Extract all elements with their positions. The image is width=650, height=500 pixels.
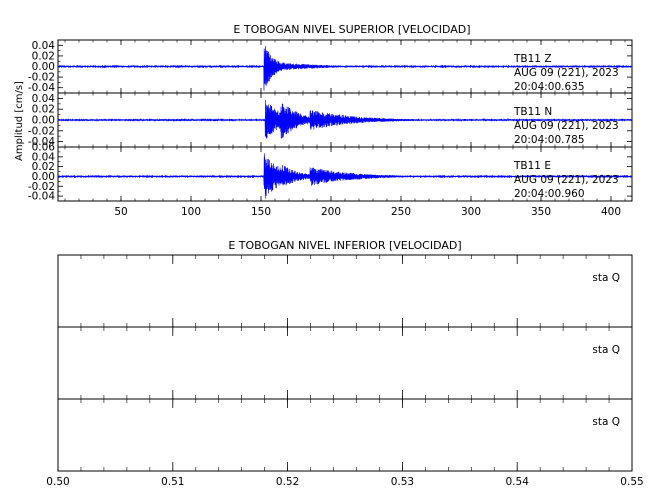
- bottom-chart: sta Q sta Q sta Q 0.50 0.51 0.52 0.53 0.54 0.55: [46, 254, 644, 488]
- x-tick-label: 0.52: [276, 476, 299, 488]
- x-tick-label: 300: [461, 206, 481, 218]
- sta-label: sta Q: [592, 344, 620, 356]
- x-tick-label: 0.55: [620, 476, 643, 488]
- empty-panel-1: sta Q: [57, 254, 633, 328]
- y-tick-label: -0.02: [28, 181, 55, 193]
- y-tick-label: 0.04: [32, 151, 56, 163]
- date-label: AUG 09 (221), 2023: [514, 120, 619, 132]
- y-tick-label: -0.02: [28, 125, 55, 137]
- x-tick-label: 400: [601, 206, 621, 218]
- station-label: TB11 Z: [513, 53, 552, 65]
- waveform-Z: [57, 46, 633, 91]
- time-label: 20:04:00.635: [514, 81, 585, 93]
- waveform-N: [57, 100, 633, 139]
- y-tick-label: 0.02: [32, 50, 55, 62]
- station-label: TB11 N: [513, 106, 552, 118]
- trace-panel-E: 0.060.040.020.00-0.02-0.04 TB11 E AUG 09 (…: [28, 142, 633, 203]
- x-tick-label: 0.50: [46, 476, 69, 488]
- y-tick-label: -0.04: [28, 191, 55, 203]
- time-label: 20:04:00.785: [514, 134, 585, 146]
- x-tick-label: 150: [251, 206, 271, 218]
- x-tick-label: 350: [531, 206, 551, 218]
- y-tick-label: 0.00: [32, 61, 55, 73]
- panel-frame: [57, 254, 633, 328]
- sta-label: sta Q: [592, 416, 620, 428]
- x-tick-label: 50: [114, 206, 127, 218]
- empty-panel-3: sta Q: [57, 398, 633, 472]
- x-tick-label: 200: [321, 206, 341, 218]
- sta-label: sta Q: [592, 272, 620, 284]
- station-label: TB11 E: [513, 160, 551, 172]
- empty-panel-2: sta Q: [57, 326, 633, 400]
- panel-frame: [57, 326, 633, 400]
- waveform-E: [57, 153, 633, 199]
- y-tick-label: -0.02: [28, 72, 55, 84]
- top-chart-title: E TOBOGAN NIVEL SUPERIOR [VELOCIDAD]: [233, 23, 470, 36]
- y-tick-label: -0.04: [28, 82, 55, 94]
- date-label: AUG 09 (221), 2023: [514, 67, 619, 79]
- bottom-chart-title: E TOBOGAN NIVEL INFERIOR [VELOCIDAD]: [228, 239, 461, 252]
- date-label: AUG 09 (221), 2023: [514, 174, 619, 186]
- panel-frame: [57, 398, 633, 472]
- y-tick-label: 0.02: [32, 104, 55, 116]
- y-tick-label: 0.06: [32, 142, 56, 154]
- trace-panel-N: 0.040.020.00-0.02-0.04 TB11 N AUG 09 (221)…: [28, 92, 633, 148]
- y-tick-label: 0.04: [32, 40, 56, 52]
- x-tick-label: 100: [181, 206, 201, 218]
- y-tick-label: 0.00: [32, 171, 55, 183]
- y-tick-label: -0.04: [28, 136, 55, 148]
- time-label: 20:04:00.960: [514, 188, 585, 200]
- x-tick-label: 0.54: [506, 476, 530, 488]
- top-y-axis-label: Amplitud [cm/s]: [14, 81, 25, 161]
- x-tick-label: 0.51: [161, 476, 184, 488]
- x-tick-label: 250: [391, 206, 411, 218]
- trace-panel-Z: 0.040.020.00-0.02-0.04 TB11 Z AUG 09 (221)…: [28, 39, 633, 94]
- y-tick-label: 0.04: [32, 93, 56, 105]
- y-tick-label: 0.02: [32, 161, 55, 173]
- y-tick-label: 0.00: [32, 115, 55, 127]
- x-tick-label: 0.53: [391, 476, 414, 488]
